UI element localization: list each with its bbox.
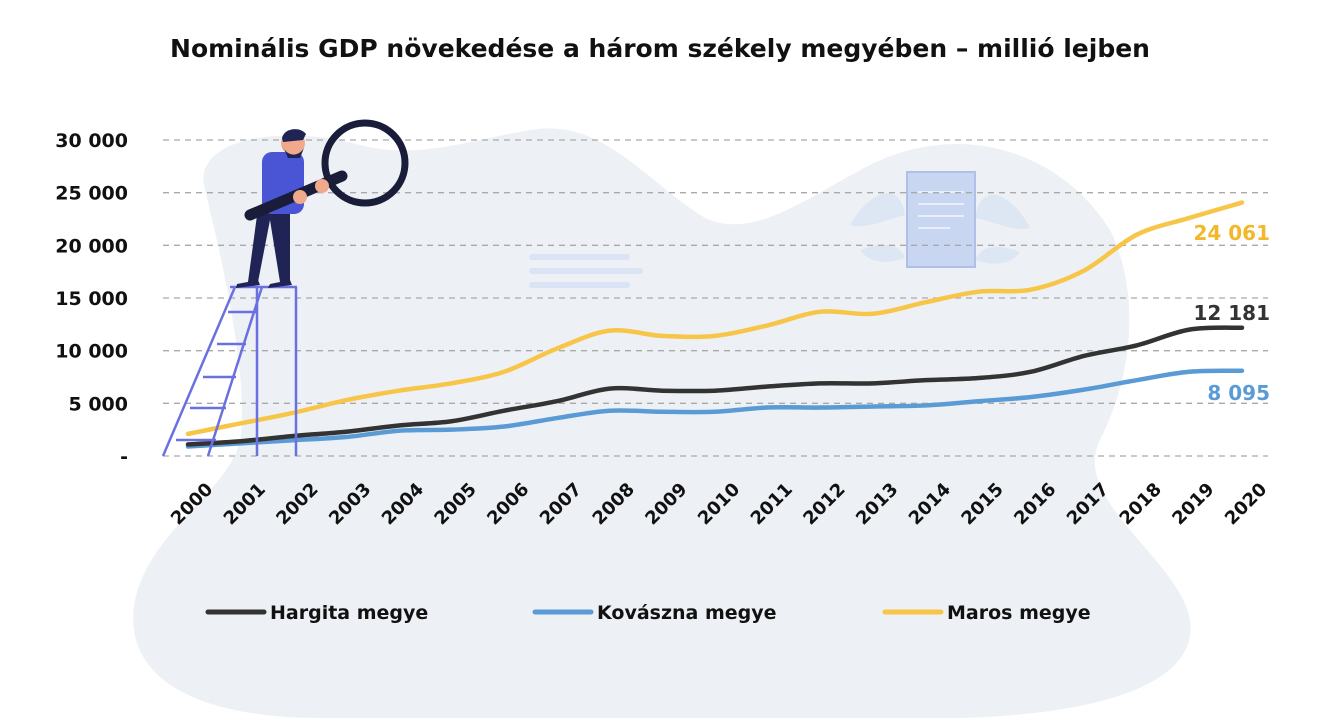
legend-label: Maros megye (947, 602, 1091, 624)
person-with-magnifier-illustration (161, 119, 409, 457)
y-axis: - 5 000 10 000 15 000 20 000 25 000 30 000 (55, 130, 128, 468)
y-tick-label: 20 000 (55, 235, 128, 257)
chart-title: Nominális GDP növekedése a három székely… (170, 34, 1150, 63)
series-lines (185, 200, 1245, 449)
y-tick-label: 25 000 (55, 183, 128, 205)
end-label-kovaszna: 8 095 (1207, 381, 1270, 405)
legend-label: Kovászna megye (597, 602, 777, 624)
legend: Hargita megye Kovászna megye Maros megye (205, 602, 1091, 624)
y-tick-label: 10 000 (55, 341, 128, 363)
document-icon (850, 171, 1030, 268)
x-tick-label: 2018 (1116, 479, 1166, 529)
legend-item-maros: Maros megye (882, 602, 1091, 624)
end-labels: 12 181 8 095 24 061 (1193, 221, 1270, 405)
series-line-hargita (185, 325, 1245, 447)
text-lines-icon (529, 254, 643, 288)
ladder-icon (161, 285, 298, 457)
legend-item-kovaszna: Kovászna megye (532, 602, 777, 624)
series-line-maros (185, 200, 1245, 437)
end-label-maros: 24 061 (1193, 221, 1270, 245)
x-tick-label: 2019 (1168, 479, 1218, 529)
legend-item-hargita: Hargita megye (205, 602, 428, 624)
background-blob (133, 128, 1191, 719)
magnifier-icon (244, 119, 409, 221)
grid (163, 139, 1268, 457)
x-tick-label: 2020 (1221, 479, 1271, 529)
end-label-hargita: 12 181 (1193, 301, 1270, 325)
background-decoration (133, 128, 1191, 719)
y-tick-label: 15 000 (55, 288, 128, 310)
legend-label: Hargita megye (270, 602, 428, 624)
y-tick-label: 5 000 (69, 393, 129, 415)
series-line-kovaszna (185, 368, 1245, 449)
y-tick-label: - (120, 446, 128, 468)
y-tick-label: 30 000 (55, 130, 128, 152)
